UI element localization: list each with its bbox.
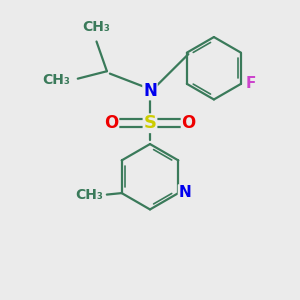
- Text: CH₃: CH₃: [75, 188, 103, 202]
- Text: CH₃: CH₃: [82, 20, 110, 34]
- Text: CH₃: CH₃: [42, 73, 70, 87]
- Text: N: N: [178, 185, 191, 200]
- Text: O: O: [182, 114, 196, 132]
- Text: O: O: [104, 114, 118, 132]
- Text: F: F: [245, 76, 256, 92]
- Text: N: N: [143, 82, 157, 100]
- Text: S: S: [143, 114, 157, 132]
